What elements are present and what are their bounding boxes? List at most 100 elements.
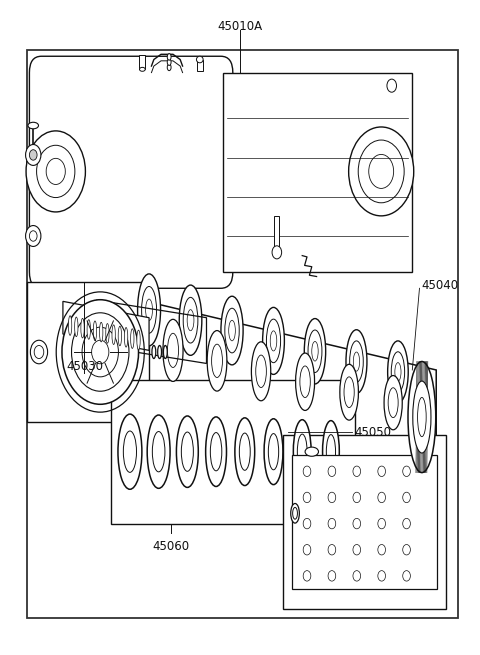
Ellipse shape <box>87 320 90 339</box>
Ellipse shape <box>308 330 322 373</box>
Text: 45010A: 45010A <box>217 20 263 33</box>
Ellipse shape <box>349 341 363 383</box>
Ellipse shape <box>344 377 354 407</box>
Circle shape <box>328 544 336 555</box>
Circle shape <box>303 518 311 529</box>
Ellipse shape <box>256 355 266 388</box>
Circle shape <box>403 466 410 477</box>
Ellipse shape <box>291 504 300 523</box>
Circle shape <box>378 571 385 581</box>
Ellipse shape <box>147 415 170 489</box>
Circle shape <box>403 518 410 529</box>
Ellipse shape <box>152 432 165 472</box>
Ellipse shape <box>221 296 243 365</box>
Ellipse shape <box>228 320 235 341</box>
Ellipse shape <box>235 418 255 485</box>
Ellipse shape <box>183 297 198 343</box>
Ellipse shape <box>300 366 310 398</box>
Ellipse shape <box>408 362 436 473</box>
Ellipse shape <box>297 434 307 469</box>
Circle shape <box>328 571 336 581</box>
Ellipse shape <box>179 285 202 355</box>
Circle shape <box>30 340 48 364</box>
Ellipse shape <box>263 307 284 375</box>
Polygon shape <box>63 301 149 350</box>
Ellipse shape <box>346 329 367 394</box>
Ellipse shape <box>264 419 283 485</box>
Ellipse shape <box>304 318 325 384</box>
Circle shape <box>353 571 360 581</box>
Circle shape <box>36 145 75 198</box>
Text: 45050: 45050 <box>355 426 392 439</box>
Text: 45060: 45060 <box>152 540 189 553</box>
Circle shape <box>72 313 129 391</box>
Circle shape <box>303 492 311 502</box>
Ellipse shape <box>388 341 408 403</box>
Circle shape <box>92 340 109 364</box>
Circle shape <box>25 225 41 246</box>
Ellipse shape <box>81 318 84 338</box>
Ellipse shape <box>270 331 277 351</box>
Ellipse shape <box>140 67 145 71</box>
Ellipse shape <box>207 331 227 391</box>
Circle shape <box>62 300 139 404</box>
Ellipse shape <box>293 508 298 519</box>
Circle shape <box>348 127 414 216</box>
Circle shape <box>369 155 394 189</box>
Circle shape <box>328 518 336 529</box>
Circle shape <box>303 466 311 477</box>
Circle shape <box>403 492 410 502</box>
Ellipse shape <box>210 432 222 471</box>
Ellipse shape <box>296 353 314 411</box>
Ellipse shape <box>124 328 128 347</box>
Text: 45030: 45030 <box>66 360 103 373</box>
Circle shape <box>358 140 404 203</box>
Ellipse shape <box>418 398 426 437</box>
Circle shape <box>303 571 311 581</box>
Ellipse shape <box>69 316 72 335</box>
Circle shape <box>353 544 360 555</box>
Ellipse shape <box>163 320 183 381</box>
Ellipse shape <box>137 330 140 350</box>
Bar <box>223 73 412 272</box>
Circle shape <box>34 345 44 358</box>
Ellipse shape <box>142 286 156 333</box>
Ellipse shape <box>388 388 398 418</box>
Circle shape <box>29 150 37 160</box>
Ellipse shape <box>74 317 78 337</box>
Ellipse shape <box>252 342 271 401</box>
Ellipse shape <box>118 326 121 346</box>
Circle shape <box>353 492 360 502</box>
Circle shape <box>353 518 360 529</box>
Bar <box>283 436 446 608</box>
Ellipse shape <box>167 59 171 66</box>
Polygon shape <box>111 380 355 523</box>
Bar <box>292 455 437 589</box>
Text: 45040: 45040 <box>422 278 459 291</box>
Ellipse shape <box>395 363 401 381</box>
Bar <box>27 50 458 618</box>
Circle shape <box>353 466 360 477</box>
Circle shape <box>46 159 65 185</box>
Ellipse shape <box>326 435 336 469</box>
Ellipse shape <box>305 447 319 457</box>
Circle shape <box>378 518 385 529</box>
Ellipse shape <box>167 54 171 60</box>
Ellipse shape <box>181 432 193 472</box>
Ellipse shape <box>323 421 339 483</box>
Circle shape <box>26 131 85 212</box>
Bar <box>140 55 145 69</box>
Ellipse shape <box>268 434 279 470</box>
Ellipse shape <box>177 416 198 487</box>
Bar <box>197 60 203 71</box>
Ellipse shape <box>266 319 281 363</box>
Circle shape <box>82 328 119 377</box>
Ellipse shape <box>118 414 142 489</box>
Ellipse shape <box>353 352 360 371</box>
Ellipse shape <box>99 322 103 342</box>
Ellipse shape <box>152 345 156 358</box>
Bar <box>275 216 279 249</box>
Circle shape <box>303 544 311 555</box>
Ellipse shape <box>187 310 194 331</box>
Ellipse shape <box>145 299 153 321</box>
